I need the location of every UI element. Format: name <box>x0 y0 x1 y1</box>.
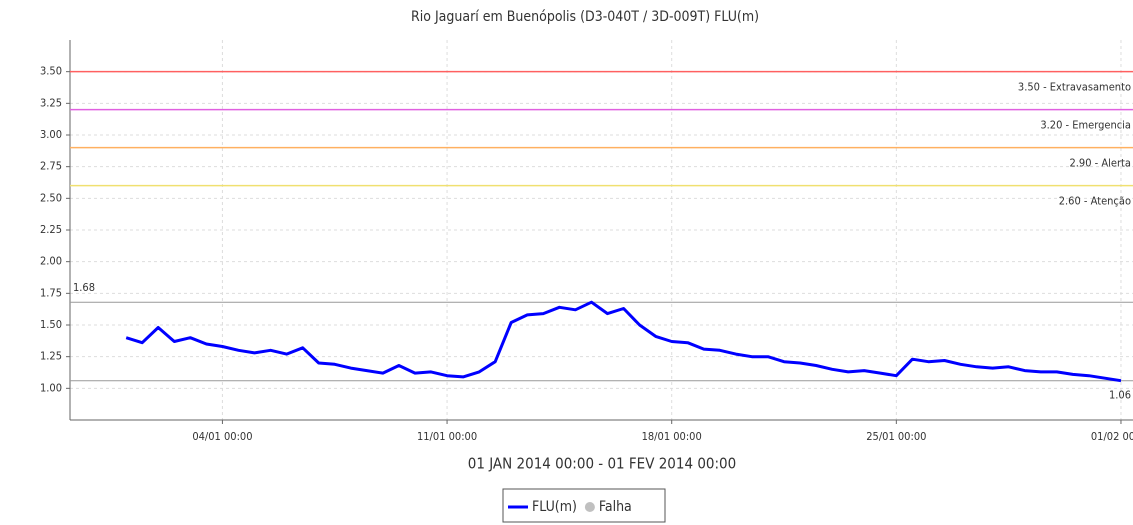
chart-title: Rio Jaguarí em Buenópolis (D3-040T / 3D-… <box>411 9 759 25</box>
series-line <box>125 300 1122 383</box>
legend-label: FLU(m) <box>532 499 577 515</box>
y-tick-label: 2.00 <box>40 255 62 268</box>
y-tick-label: 2.50 <box>40 191 62 204</box>
x-tick-label: 18/01 00:00 <box>642 430 702 443</box>
y-tick-label: 1.75 <box>40 286 62 299</box>
threshold-label: 3.50 - Extravasamento <box>1018 81 1131 94</box>
x-tick-label: 01/02 00:00 <box>1091 430 1133 443</box>
y-tick-label: 2.25 <box>40 223 62 236</box>
x-tick-label: 04/01 00:00 <box>192 430 252 443</box>
legend-label: Falha <box>599 499 632 515</box>
legend-box <box>502 488 666 523</box>
y-tick-label: 1.00 <box>40 381 62 394</box>
legend-swatch <box>584 502 595 512</box>
threshold-label: 2.60 - Atenção <box>1059 195 1131 208</box>
marker-label: 1.68 <box>73 281 95 294</box>
x-tick-label: 11/01 00:00 <box>417 430 477 443</box>
threshold-label: 3.20 - Emergencia <box>1040 119 1131 132</box>
marker-label: 1.06 <box>1109 389 1131 402</box>
y-tick-label: 1.25 <box>40 350 62 363</box>
y-tick-label: 3.00 <box>40 128 62 141</box>
y-tick-label: 2.75 <box>40 160 62 173</box>
y-tick-label: 3.50 <box>40 65 62 78</box>
x-tick-label: 25/01 00:00 <box>866 430 926 443</box>
threshold-label: 2.90 - Alerta <box>1070 157 1132 170</box>
y-tick-label: 1.50 <box>40 318 62 331</box>
y-tick-label: 3.25 <box>40 96 62 109</box>
x-axis-label: 01 JAN 2014 00:00 - 01 FEV 2014 00:00 <box>468 455 736 473</box>
